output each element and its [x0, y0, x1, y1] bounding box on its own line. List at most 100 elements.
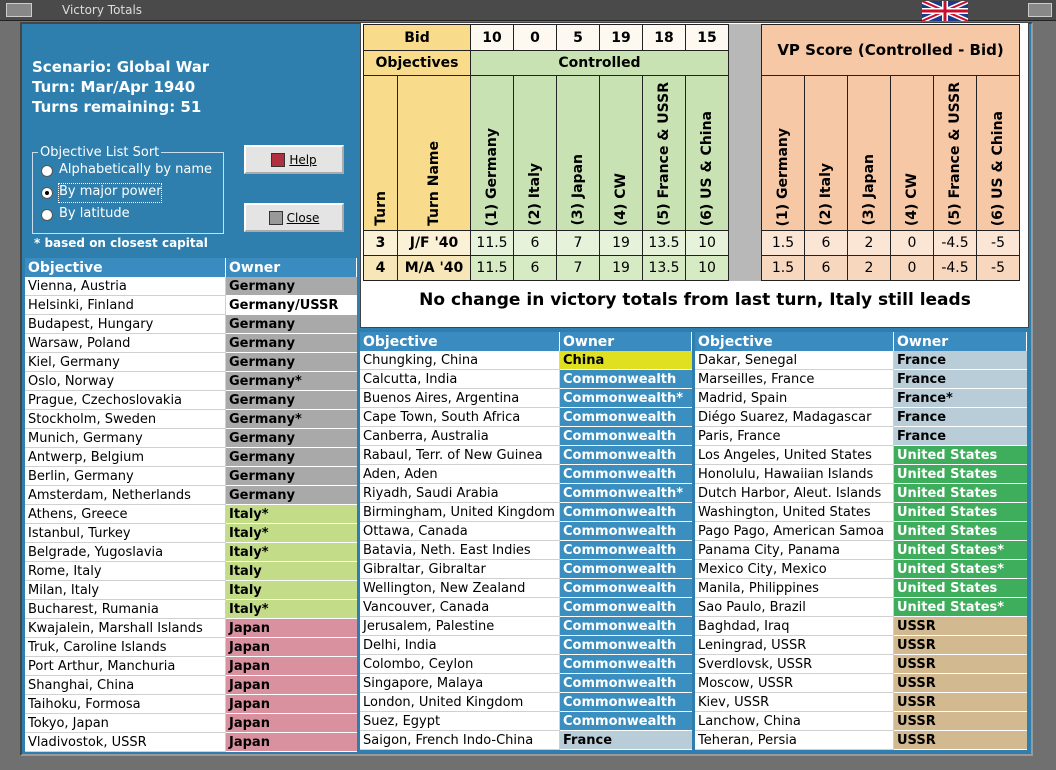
objective-cell: Colombo, Ceylon: [360, 655, 560, 674]
vp-cell: 0: [890, 255, 934, 281]
turns-remaining: Turns remaining: 51: [32, 98, 202, 116]
owner-cell: Germany: [226, 334, 357, 353]
objective-cell: Aden, Aden: [360, 465, 560, 484]
window-button[interactable]: [1028, 3, 1052, 17]
controlled-header: (5) France & USSR: [642, 75, 686, 231]
controlled-cell: 10: [685, 230, 729, 256]
controlled-cell: 6: [513, 230, 557, 256]
objective-cell: Wellington, New Zealand: [360, 579, 560, 598]
button-label: Help: [289, 152, 317, 167]
owner-cell: Italy*: [226, 505, 357, 524]
objective-cell: Suez, Egypt: [360, 712, 560, 731]
objective-cell: Munich, Germany: [25, 429, 226, 448]
controlled-header: (2) Italy: [513, 75, 557, 231]
bid-value: 5: [556, 24, 600, 51]
objective-cell: Manila, Philippines: [695, 579, 894, 598]
objective-cell: Istanbul, Turkey: [25, 524, 226, 543]
owner-cell: Germany: [226, 277, 357, 296]
bid-value: 10: [470, 24, 514, 51]
objective-cell: Rabaul, Terr. of New Guinea: [360, 446, 560, 465]
vp-cell: -4.5: [933, 255, 977, 281]
owner-cell: Commonwealth: [560, 712, 692, 731]
owner-cell: Italy*: [226, 600, 357, 619]
owner-cell: Germany: [226, 486, 357, 505]
objective-cell: Gibraltar, Gibraltar: [360, 560, 560, 579]
owner-cell: United States*: [894, 541, 1027, 560]
owner-cell: Germany: [226, 467, 357, 486]
vp-header: (2) Italy: [804, 75, 848, 231]
objective-cell: Vladivostok, USSR: [25, 733, 226, 752]
owner-cell: France: [894, 427, 1027, 446]
objective-cell: Dakar, Senegal: [695, 351, 894, 370]
objective-cell: Budapest, Hungary: [25, 315, 226, 334]
objective-cell: Diégo Suarez, Madagascar: [695, 408, 894, 427]
separator: [729, 24, 761, 281]
objective-cell: Jerusalem, Palestine: [360, 617, 560, 636]
owner-cell: USSR: [894, 617, 1027, 636]
objective-cell: Moscow, USSR: [695, 674, 894, 693]
controlled-header-text: (6) US & China: [699, 110, 715, 226]
controlled-cell: 7: [556, 230, 600, 256]
objective-cell: Helsinki, Finland: [25, 296, 226, 315]
objective-cell: Riyadh, Saudi Arabia: [360, 484, 560, 503]
owner-cell: Commonwealth: [560, 617, 692, 636]
controlled-cell: 6: [513, 255, 557, 281]
radio-dot: [45, 191, 49, 195]
objective-cell: Los Angeles, United States: [695, 446, 894, 465]
owner-cell: Commonwealth: [560, 598, 692, 617]
owner-cell: Commonwealth: [560, 541, 692, 560]
objective-cell: Calcutta, India: [360, 370, 560, 389]
radio-label[interactable]: By major power: [58, 183, 162, 203]
turn: Turn: Mar/Apr 1940: [32, 78, 196, 96]
controlled-header: (1) Germany: [470, 75, 514, 231]
vp-header: (3) Japan: [847, 75, 891, 231]
owner-cell: United States: [894, 579, 1027, 598]
objective-cell: Pago Pago, American Samoa: [695, 522, 894, 541]
controlled-cell: 13.5: [642, 255, 686, 281]
objective-cell: Antwerp, Belgium: [25, 448, 226, 467]
owner-cell: Italy: [226, 581, 357, 600]
radio-button[interactable]: [41, 165, 53, 177]
vp-cell: 0: [890, 230, 934, 256]
button[interactable]: Help: [244, 145, 344, 174]
objective-cell: Oslo, Norway: [25, 372, 226, 391]
objective-cell: Washington, United States: [695, 503, 894, 522]
title-bar: [0, 0, 1056, 21]
owner-cell: France: [894, 408, 1027, 427]
owner-cell: Germany: [226, 448, 357, 467]
turn-header: Turn: [363, 75, 398, 231]
owner-cell: Germany*: [226, 410, 357, 429]
objective-cell: Athens, Greece: [25, 505, 226, 524]
owner-cell: China: [560, 351, 692, 370]
vp-header-text: (1) Germany: [775, 127, 791, 226]
button-icon: [268, 210, 283, 225]
owner-cell: United States: [894, 522, 1027, 541]
owner-cell: Commonwealth: [560, 636, 692, 655]
system-button[interactable]: [6, 3, 32, 17]
controlled-cell: 19: [599, 230, 643, 256]
owner-cell: France: [560, 731, 692, 750]
turn-header-text: Turn: [372, 191, 389, 226]
turn-name-cell: M/A '40: [397, 255, 471, 281]
owner-cell: Commonwealth: [560, 655, 692, 674]
owner-cell: United States*: [894, 598, 1027, 617]
turn-name-header-text: Turn Name: [426, 141, 442, 226]
owner-cell: United States: [894, 446, 1027, 465]
objective-cell: Baghdad, Iraq: [695, 617, 894, 636]
list-header: Owner: [560, 332, 692, 351]
radio-label[interactable]: By latitude: [59, 206, 130, 221]
objective-cell: Amsterdam, Netherlands: [25, 486, 226, 505]
vp-header-text: (6) US & China: [990, 110, 1006, 226]
vp-cell: -5: [976, 230, 1020, 256]
owner-cell: USSR: [894, 674, 1027, 693]
button[interactable]: Close: [244, 203, 344, 232]
objective-cell: Lanchow, China: [695, 712, 894, 731]
objective-cell: Saigon, French Indo-China: [360, 731, 560, 750]
objective-cell: Birmingham, United Kingdom: [360, 503, 560, 522]
owner-cell: Commonwealth*: [560, 389, 692, 408]
bid-label: Bid: [363, 24, 471, 51]
radio-label[interactable]: Alphabetically by name: [59, 162, 213, 177]
radio-button[interactable]: [41, 209, 53, 221]
owner-cell: Japan: [226, 638, 357, 657]
owner-cell: Japan: [226, 676, 357, 695]
